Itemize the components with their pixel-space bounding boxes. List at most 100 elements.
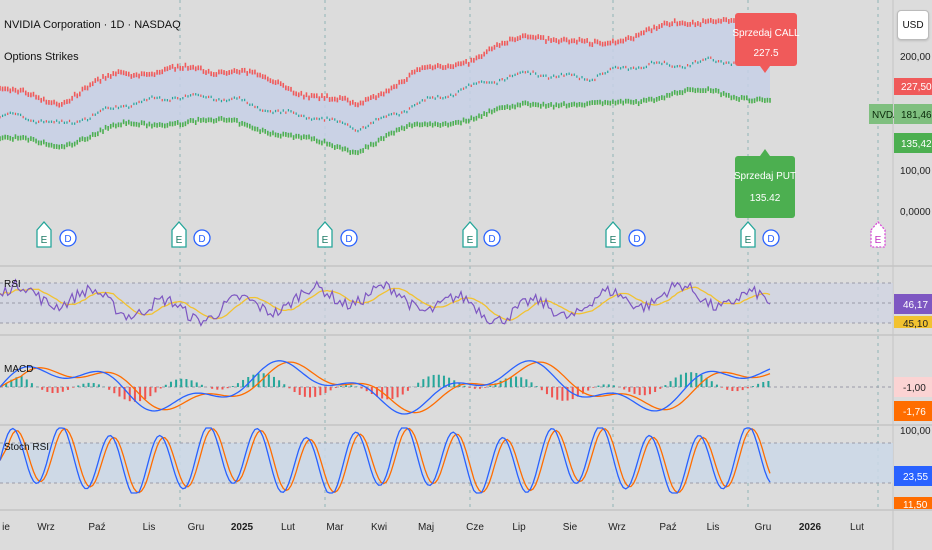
macd-hist-bar [303,387,306,397]
macd-hist-bar [499,380,502,387]
macd-hist-bar [283,384,286,387]
macd-hist-bar [211,387,214,389]
macd-hist-bar [30,383,33,387]
macd-hist-bar [66,387,69,390]
put-callout[interactable]: Sprzedaj PUT 135.42 [734,149,796,218]
call-callout[interactable]: Sprzedaj CALL 227.5 [732,13,800,73]
dividend-marker[interactable]: D [762,229,780,247]
macd-hist-bar [113,387,116,394]
earnings-marker[interactable]: E [740,221,756,248]
dividend-marker-label: D [345,234,352,245]
macd-hist-bar [602,384,605,387]
event-markers[interactable]: E E E E E ED D D D D D E [36,221,886,248]
macd-hist-bar [468,387,471,388]
last-price-tag: 181,46 [901,110,932,121]
macd-hist-bar [463,385,466,387]
dividend-marker[interactable]: D [483,229,501,247]
earnings-marker[interactable]: E [317,221,333,248]
earnings-marker[interactable]: E [605,221,621,248]
macd-hist-bar [355,386,358,387]
stoch-d-value-tag: 11,50 [903,500,928,511]
earnings-marker[interactable]: E [462,221,478,248]
macd-hist-bar [350,385,353,387]
price-tick-0: 0,0000 [900,207,931,218]
macd-hist-bar [669,381,672,387]
macd-hist-bar [520,377,523,387]
macd-hist-bar [15,377,18,387]
macd-hist-bar [767,380,770,387]
time-tick: Maj [418,522,434,533]
macd-hist-bar [401,387,404,395]
macd-hist-bar [334,387,337,388]
macd-hist-bar [221,387,224,390]
macd-hist-bar [77,385,80,387]
dividend-marker[interactable]: D [628,229,646,247]
earnings-marker[interactable]: E [36,221,52,248]
time-tick: Gru [755,522,772,533]
macd-title: MACD [4,364,33,375]
time-axis[interactable]: ie Wrz Paź Lis Gru 2025 Lut Mar Kwi Maj Cze Lip Sie W… [2,522,864,533]
macd-hist-bar [375,387,378,397]
put-callout-label: Sprzedaj PUT [734,171,796,182]
time-tick: Wrz [37,522,55,533]
dividend-marker-label: D [767,234,774,245]
dividend-marker[interactable]: D [193,229,211,247]
macd-hist-bar [180,378,183,387]
earnings-marker-label: E [467,235,474,246]
macd-hist-bar [345,385,348,387]
macd-hist-bar [700,374,703,387]
dividend-marker[interactable]: D [59,229,77,247]
macd-hist-bar [72,387,75,388]
macd-hist-bar [736,387,739,392]
macd-hist-bar [10,379,13,387]
rsi-pane: RSI 46,17 45,10 [0,278,932,330]
macd-hist-bar [108,387,111,390]
price-scale[interactable]: 200,00 100,00 0,0000 227,50 NVDA 181,46 … [869,52,932,218]
dividend-marker[interactable]: D [340,229,358,247]
macd-hist-bar [123,387,126,400]
macd-hist-bar [149,387,152,397]
macd-hist-bar [643,387,646,396]
macd-hist-bar [164,384,167,387]
time-tick: Lip [512,522,526,533]
macd-hist-bar [545,387,548,395]
macd-hist-bar [144,387,147,400]
macd-hist-bar [587,387,590,391]
macd-hist-bar [226,387,229,389]
macd-hist-bar [504,378,507,387]
macd-hist-bar [391,387,394,399]
put-callout-value: 135.42 [750,193,781,204]
macd-hist-bar [5,383,8,387]
earnings-marker-label: E [41,235,48,246]
macd-hist-bar [159,387,162,389]
macd-hist-bar [437,374,440,387]
earnings-marker[interactable]: E [171,221,187,248]
indicator-title: Options Strikes [4,51,79,63]
macd-value-tag: -1,00 [903,383,926,394]
upcoming-earnings-marker[interactable]: E [870,221,886,248]
macd-hist-bar [51,387,54,394]
macd-hist-bar [515,376,518,387]
dividend-marker-label: D [633,234,640,245]
macd-hist-bar [288,387,291,389]
time-tick: ie [2,522,10,533]
macd-hist-bar [726,387,729,390]
macd-hist-bar [242,379,245,387]
macd-hist-bar [597,385,600,387]
macd-hist-bar [46,387,49,392]
macd-hist-bar [484,387,487,388]
macd-hist-bar [247,377,250,387]
symbol-tag: NVDA [872,110,900,121]
macd-hist-bar [128,387,131,402]
currency-button[interactable]: USD [897,10,929,40]
macd-hist-bar [41,387,44,390]
dividend-marker-label: D [488,234,495,245]
macd-hist-bar [757,383,760,387]
time-tick: Gru [188,522,205,533]
macd-hist-bar [695,372,698,387]
time-tick: 2026 [799,522,822,533]
rsi-value-tag: 46,17 [903,300,928,311]
price-tick-200: 200,00 [900,52,931,63]
macd-hist-bar [628,387,631,392]
